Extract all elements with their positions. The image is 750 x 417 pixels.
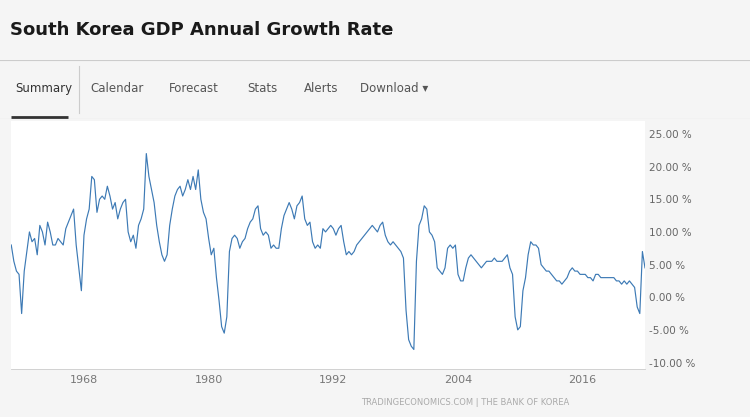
Text: Stats: Stats bbox=[248, 82, 278, 95]
Text: Alerts: Alerts bbox=[304, 82, 338, 95]
Text: Summary: Summary bbox=[15, 82, 72, 95]
Text: Forecast: Forecast bbox=[169, 82, 219, 95]
Text: TRADINGECONOMICS.COM | THE BANK OF KOREA: TRADINGECONOMICS.COM | THE BANK OF KOREA bbox=[361, 397, 569, 407]
Text: Calendar: Calendar bbox=[90, 82, 143, 95]
Text: South Korea GDP Annual Growth Rate: South Korea GDP Annual Growth Rate bbox=[10, 21, 393, 39]
Text: Download ▾: Download ▾ bbox=[360, 82, 428, 95]
